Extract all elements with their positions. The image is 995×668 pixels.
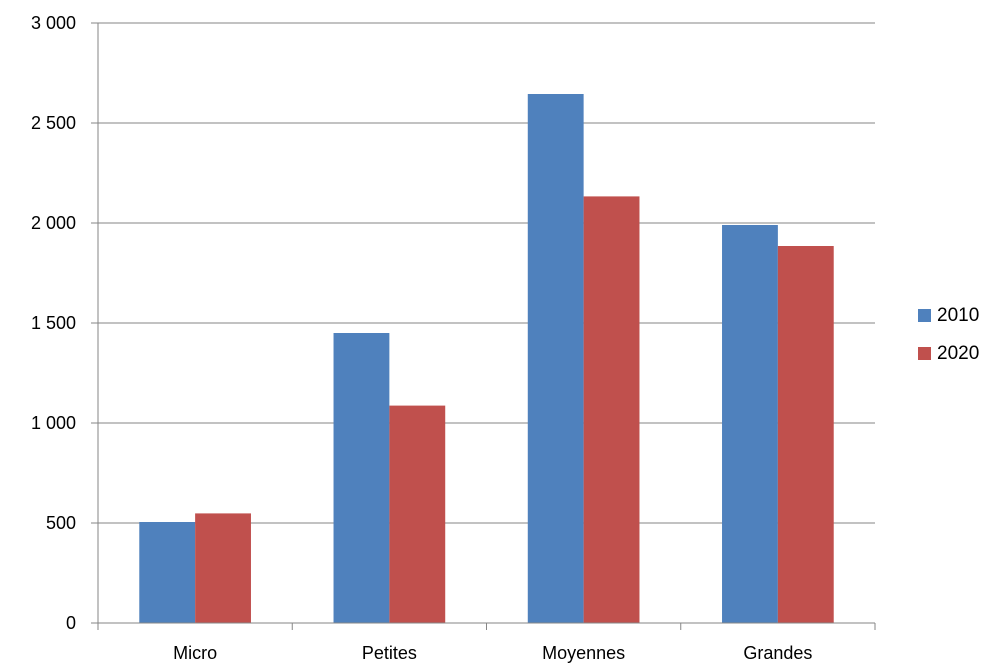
y-tick-label: 1 500 [31, 313, 76, 333]
x-tick-label: Micro [173, 643, 217, 663]
bar-2010-moyennes [527, 94, 584, 623]
bar-2020-moyennes [583, 196, 640, 623]
legend: 2010 2020 [918, 305, 979, 364]
y-tick-label: 0 [66, 613, 76, 633]
legend-swatch-2020 [918, 347, 931, 360]
bar-2020-micro [195, 513, 251, 623]
y-axis-tick-labels: 0 500 1 000 1 500 2 000 2 500 3 000 [31, 13, 76, 633]
bars [139, 94, 834, 623]
x-tick-label: Petites [362, 643, 417, 663]
legend-label-2020: 2020 [937, 343, 979, 364]
bar-2010-micro [139, 522, 196, 623]
x-tick-label: Grandes [743, 643, 812, 663]
y-tick-label: 2 000 [31, 213, 76, 233]
axes [91, 22, 876, 630]
y-tick-label: 3 000 [31, 13, 76, 33]
bar-2020-petites [389, 405, 446, 623]
bar-2010-grandes [722, 225, 778, 623]
y-tick-label: 1 000 [31, 413, 76, 433]
y-tick-label: 500 [46, 513, 76, 533]
legend-swatch-2010 [918, 309, 931, 322]
y-tick-label: 2 500 [31, 113, 76, 133]
x-axis-tick-labels: Micro Petites Moyennes Grandes [173, 643, 812, 663]
bar-2010-petites [333, 333, 390, 623]
bar-2020-grandes [777, 246, 834, 623]
x-tick-label: Moyennes [542, 643, 625, 663]
legend-label-2010: 2010 [937, 305, 979, 326]
